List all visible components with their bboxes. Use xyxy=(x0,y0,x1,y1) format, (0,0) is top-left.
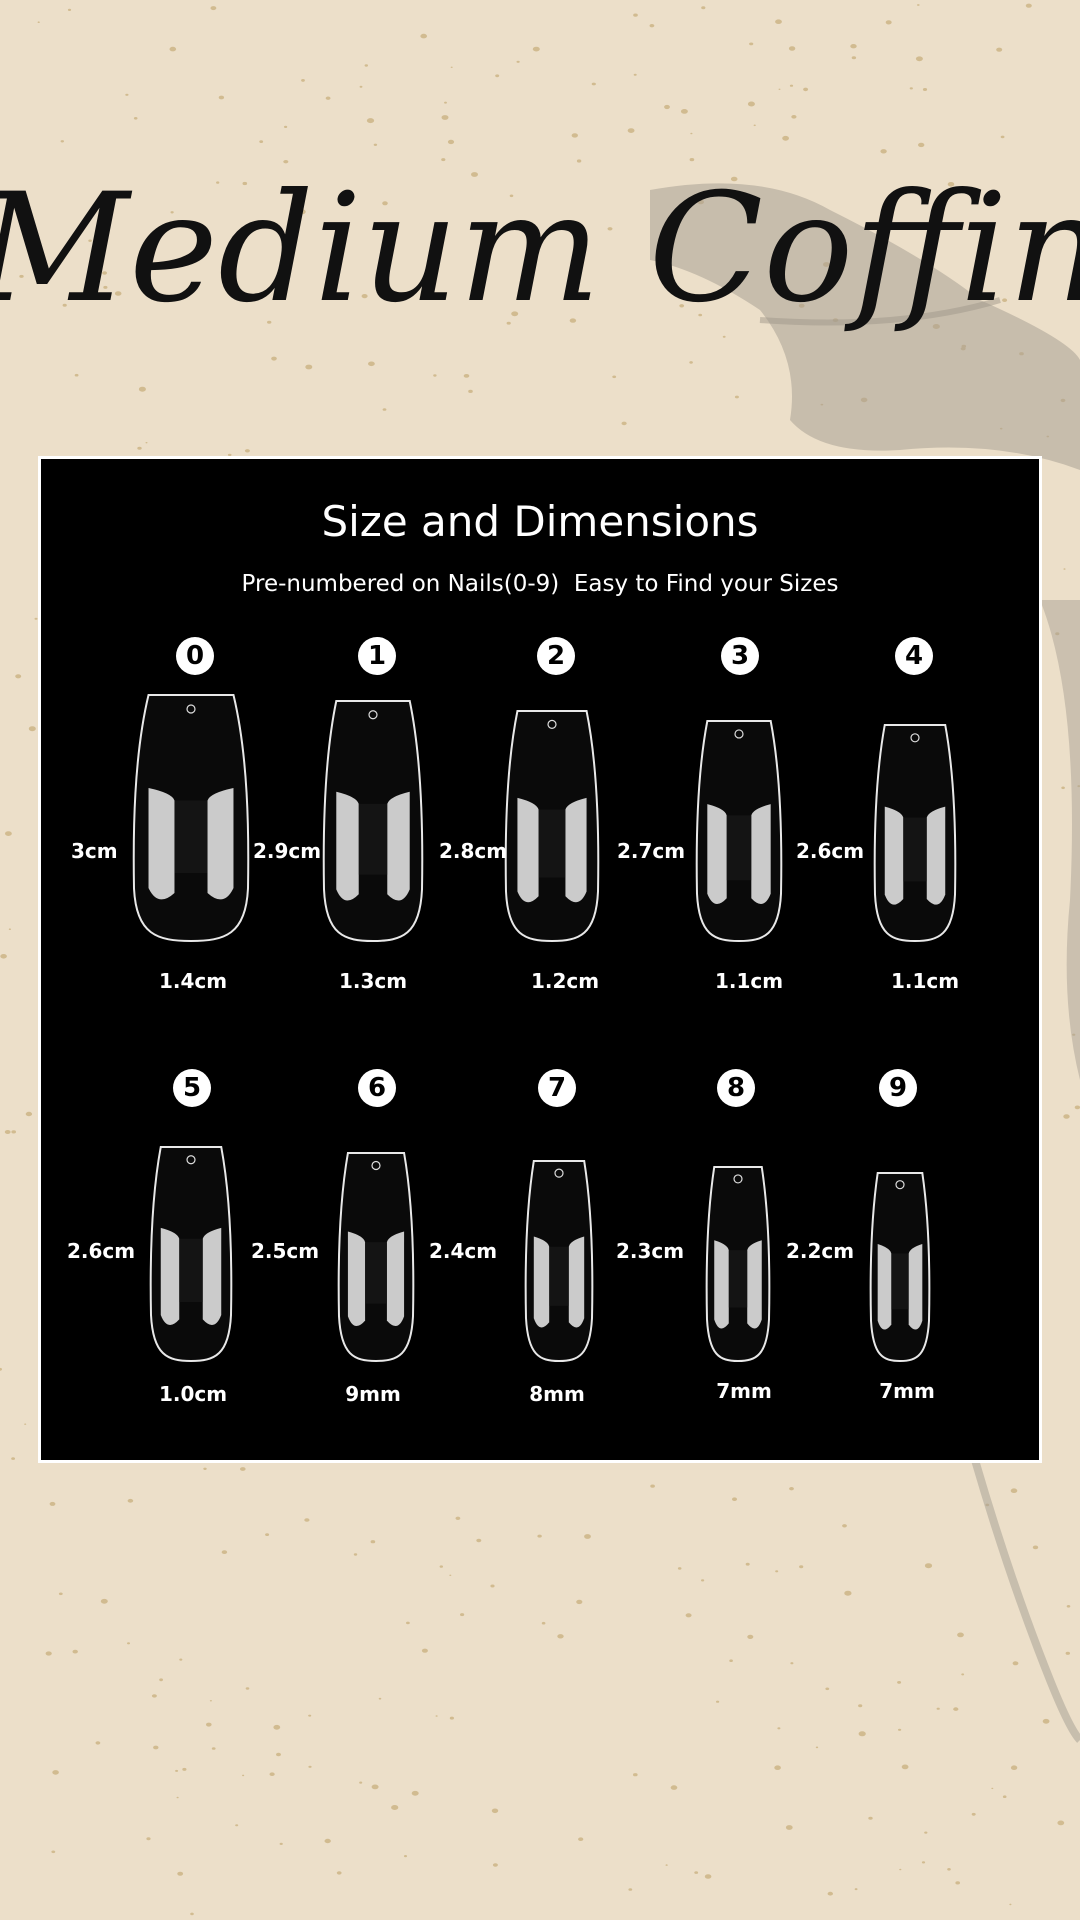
nail-tip-0 xyxy=(132,693,250,943)
size-chart-panel: Size and Dimensions Pre-numbered on Nail… xyxy=(38,456,1042,1463)
nail-number-5: 5 xyxy=(173,1069,211,1107)
nail-width-0: 1.4cm xyxy=(159,969,228,993)
headline: Medium Coffin xyxy=(0,150,1080,410)
nail-length-6: 2.5cm xyxy=(251,1239,320,1263)
nail-width-5: 1.0cm xyxy=(159,1382,228,1406)
nail-length-7: 2.4cm xyxy=(429,1239,498,1263)
nail-number-4: 4 xyxy=(895,637,933,675)
nail-number-1: 1 xyxy=(358,637,396,675)
nail-length-3: 2.7cm xyxy=(617,839,686,863)
nail-tip-1 xyxy=(322,699,424,943)
nail-length-2: 2.8cm xyxy=(439,839,508,863)
nail-number-9: 9 xyxy=(879,1069,917,1107)
panel-title: Size and Dimensions xyxy=(321,497,759,546)
nail-width-8: 7mm xyxy=(716,1379,772,1403)
nail-number-0: 0 xyxy=(176,637,214,675)
nail-number-2: 2 xyxy=(537,637,575,675)
nail-number-8: 8 xyxy=(717,1069,755,1107)
nail-width-7: 8mm xyxy=(529,1382,585,1406)
nail-tip-2 xyxy=(504,709,600,943)
headline-text: Medium Coffin xyxy=(0,162,1080,336)
nail-width-9: 7mm xyxy=(879,1379,935,1403)
nail-tip-6 xyxy=(337,1151,415,1363)
nail-width-2: 1.2cm xyxy=(531,969,600,993)
nail-width-4: 1.1cm xyxy=(891,969,960,993)
nail-length-5: 2.6cm xyxy=(67,1239,136,1263)
nail-length-0: 3cm xyxy=(71,839,118,863)
nail-number-6: 6 xyxy=(358,1069,396,1107)
nail-width-6: 9mm xyxy=(345,1382,401,1406)
nail-length-9: 2.2cm xyxy=(786,1239,855,1263)
nail-tip-4 xyxy=(873,723,957,943)
nail-width-1: 1.3cm xyxy=(339,969,408,993)
panel-subtitle: Pre-numbered on Nails(0-9) Easy to Find … xyxy=(241,571,839,597)
nail-tip-5 xyxy=(149,1145,233,1363)
nail-length-1: 2.9cm xyxy=(253,839,322,863)
nail-number-7: 7 xyxy=(538,1069,576,1107)
nail-length-8: 2.3cm xyxy=(616,1239,685,1263)
nail-width-3: 1.1cm xyxy=(715,969,784,993)
nail-tip-7 xyxy=(524,1159,594,1363)
nail-tip-3 xyxy=(695,719,783,943)
nail-tip-9 xyxy=(869,1171,931,1363)
nail-length-4: 2.6cm xyxy=(796,839,865,863)
nail-tip-8 xyxy=(705,1165,771,1363)
nail-number-3: 3 xyxy=(721,637,759,675)
